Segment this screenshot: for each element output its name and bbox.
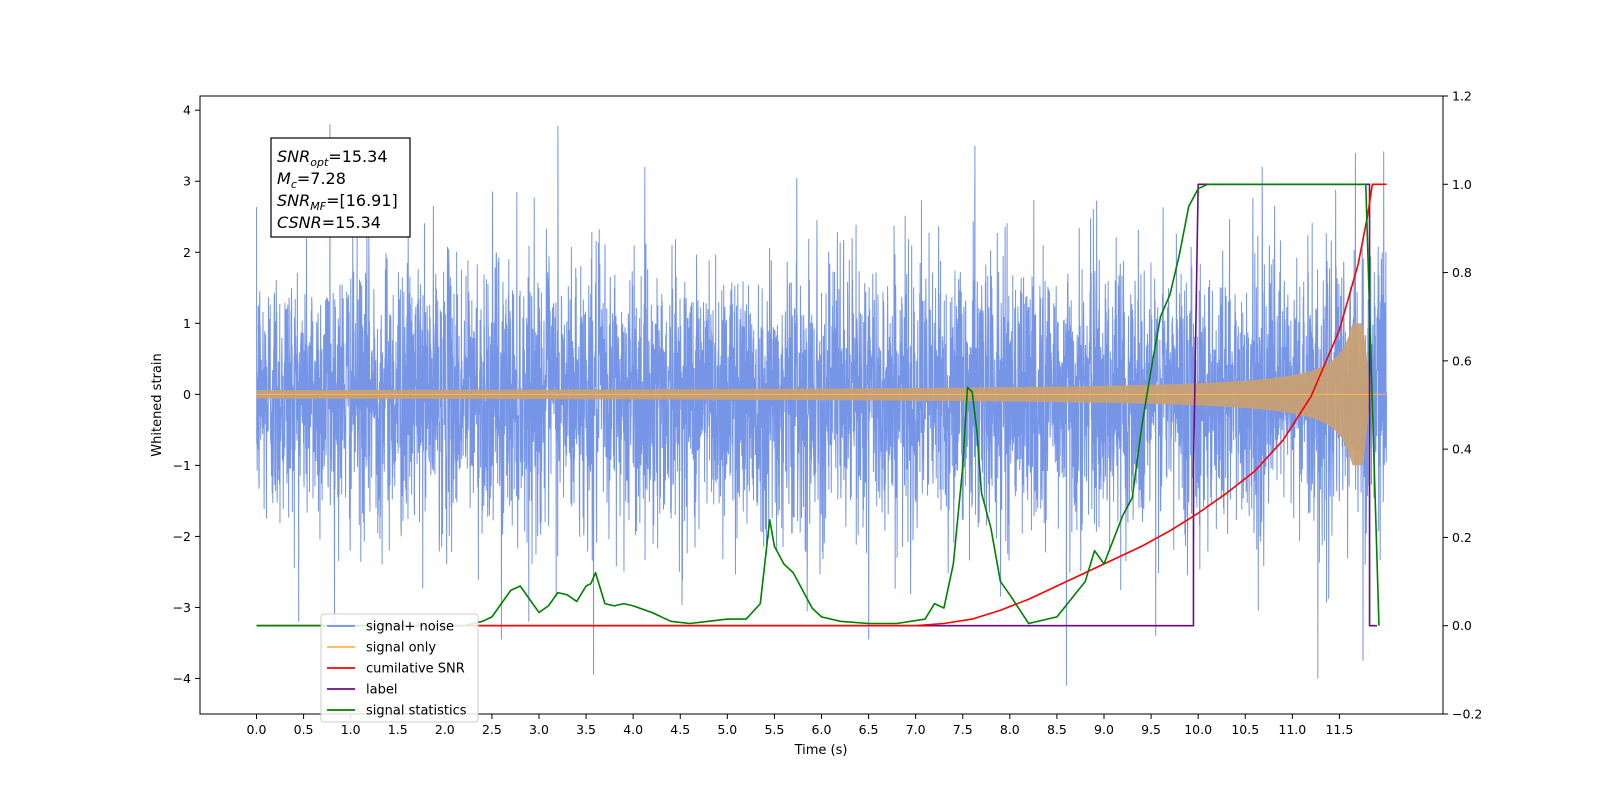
x-tick-label: 3.5: [576, 722, 596, 737]
x-tick-label: 10.5: [1231, 722, 1259, 737]
y-left-tick-label: −4: [173, 671, 191, 686]
x-tick-label: 2.0: [435, 722, 455, 737]
y-right-tick-label: 0.6: [1452, 353, 1472, 368]
right-axis-series: [256, 183, 1387, 627]
y-right-tick-label: 0.2: [1452, 530, 1472, 545]
x-tick-label: 0.5: [294, 722, 314, 737]
x-tick-label: 7.5: [953, 722, 973, 737]
legend-label: cumilative SNR: [366, 662, 465, 677]
y-left-tick-label: 1: [183, 316, 191, 331]
y-right-tick-label: −0.2: [1452, 707, 1482, 722]
x-tick-label: 11.5: [1325, 722, 1353, 737]
legend-label: signal+ noise: [366, 620, 454, 635]
y-left-tick-label: 3: [183, 174, 191, 189]
label-line: [256, 183, 1378, 627]
x-tick-label: 6.0: [812, 722, 832, 737]
x-tick-label: 2.5: [482, 722, 502, 737]
legend-frame: [320, 613, 479, 723]
left-y-axis: 4 3 2 1 0 −1 −2 −3 −4: [173, 103, 200, 686]
x-tick-label: 11.0: [1278, 722, 1306, 737]
x-tick-label: 3.0: [529, 722, 549, 737]
y-axis-label: Whitened strain: [150, 353, 165, 456]
x-tick-label: 0.0: [247, 722, 267, 737]
y-right-tick-label: 0.8: [1452, 265, 1472, 280]
plot-area: [256, 124, 1387, 686]
annotation-line: CSNR=15.34: [277, 213, 381, 232]
x-tick-label: 5.0: [717, 722, 737, 737]
annotation-frame: [270, 137, 411, 238]
y-right-tick-label: 0.4: [1452, 442, 1472, 457]
x-axis-label: Time (s): [794, 743, 848, 758]
x-tick-label: 8.5: [1047, 722, 1067, 737]
x-tick-label: 9.0: [1094, 722, 1114, 737]
legend-label: signal statistics: [366, 704, 467, 719]
y-right-tick-label: 1.2: [1452, 89, 1472, 104]
right-y-axis: 1.2 1.0 0.8 0.6 0.4 0.2 0.0 −0.2: [1443, 89, 1482, 722]
annotation-line: Mc=7.28: [277, 169, 346, 191]
y-left-tick-label: 0: [183, 387, 191, 402]
y-left-tick-label: −3: [173, 600, 191, 615]
x-tick-label: 1.5: [388, 722, 408, 737]
signal-only-series: [256, 323, 1387, 466]
legend-label: signal only: [366, 641, 436, 656]
legend-label: label: [366, 683, 397, 698]
legend: signal+ noise signal only cumilative SNR la…: [320, 613, 479, 723]
signal-noise-line: [256, 124, 1387, 686]
annotation-line: SNRopt=15.34: [277, 147, 388, 169]
y-left-tick-label: 4: [183, 103, 191, 118]
signal-noise-series: [256, 124, 1387, 686]
x-tick-label: 9.5: [1141, 722, 1161, 737]
x-tick-label: 4.0: [623, 722, 643, 737]
x-tick-label: 8.0: [1000, 722, 1020, 737]
x-tick-label: 7.0: [906, 722, 926, 737]
y-left-tick-label: 2: [183, 245, 191, 260]
x-tick-label: 10.0: [1184, 722, 1212, 737]
x-axis: 0.0 0.5 1.0 1.5 2.0 2.5 3.0 3.5 4.0 4.5 5.0 5.5 6.0 6…: [247, 714, 1353, 737]
cumilative-snr-line: [256, 183, 1387, 627]
y-right-tick-label: 0.0: [1452, 618, 1472, 633]
x-tick-label: 4.5: [670, 722, 690, 737]
y-right-tick-label: 1.0: [1452, 177, 1472, 192]
signal-statistics-line: [256, 183, 1380, 627]
annotation-line: SNRMF=[16.91]: [277, 191, 398, 213]
annotation-box: SNRopt=15.34Mc=7.28SNRMF=[16.91]CSNR=15.…: [270, 137, 411, 238]
x-tick-label: 5.5: [764, 722, 784, 737]
x-tick-label: 6.5: [859, 722, 879, 737]
x-tick-label: 1.0: [341, 722, 361, 737]
y-left-tick-label: −1: [173, 458, 191, 473]
y-left-tick-label: −2: [173, 529, 191, 544]
